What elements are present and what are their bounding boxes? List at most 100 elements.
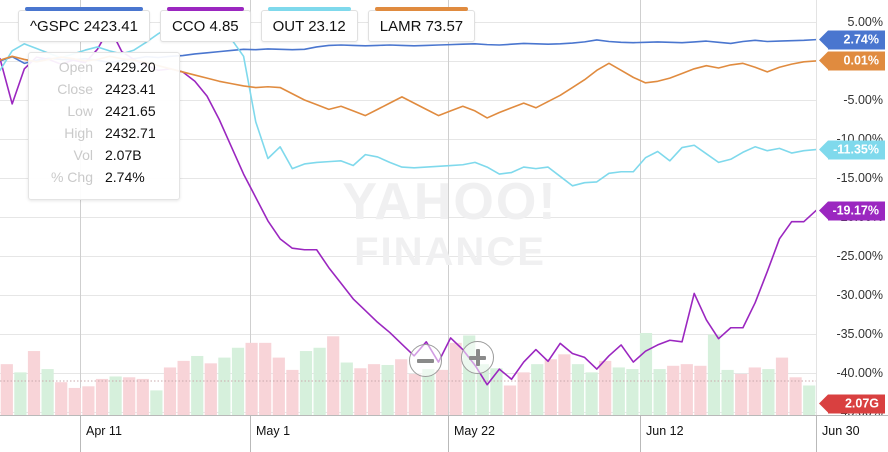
x-axis-tick-label: May 22 — [454, 424, 495, 438]
gridline-horizontal — [0, 373, 816, 374]
volume-bar — [218, 357, 231, 415]
legend-chip-cco[interactable]: CCO 4.85 — [159, 7, 251, 42]
chart-legend: ^GSPC 2423.41 CCO 4.85 OUT 23.12 LAMR 73… — [18, 7, 476, 42]
gridline-vertical — [80, 0, 81, 415]
volume-bar — [82, 386, 95, 415]
flag-body — [828, 140, 885, 160]
series-line-out — [0, 18, 816, 187]
volume-bar — [408, 374, 421, 415]
tooltip-row-open: Open 2429.20 — [39, 59, 169, 81]
volume-bar — [150, 390, 163, 415]
price-flag-gspc: 2.74% — [819, 30, 885, 50]
volume-bar — [259, 342, 272, 415]
volume-bar — [517, 372, 530, 415]
gridline-horizontal — [0, 61, 816, 62]
flag-label: -19.17% — [832, 203, 879, 218]
volume-bar — [109, 376, 122, 415]
volume-bar — [354, 368, 367, 415]
tooltip-row-high: High 2432.71 — [39, 125, 169, 147]
legend-chip-lamr[interactable]: LAMR 73.57 — [367, 7, 476, 42]
y-axis-tick-label: -5.00% — [843, 93, 883, 107]
tooltip-row-pctchg: % Chg 2.74% — [39, 169, 169, 191]
flag-label: -11.35% — [833, 142, 879, 157]
flag-body — [828, 51, 885, 71]
flag-body — [828, 201, 885, 221]
gridline-horizontal — [0, 256, 816, 257]
gridline-horizontal — [0, 139, 816, 140]
minus-icon — [417, 359, 434, 363]
price-flag-cco: -19.17% — [819, 201, 885, 221]
volume-bar — [599, 360, 612, 415]
volume-bar — [27, 351, 41, 415]
legend-chip-gspc[interactable]: ^GSPC 2423.41 — [18, 7, 150, 42]
volume-bar — [476, 364, 489, 415]
volume-bar — [789, 377, 802, 415]
price-flag-lamr: 0.01% — [819, 51, 885, 71]
volume-bar — [55, 382, 68, 415]
flag-pointer — [819, 140, 828, 159]
tooltip-value-pctchg: 2.74% — [105, 169, 145, 185]
volume-bar — [123, 377, 136, 415]
tooltip-row-vol: Vol 2.07B — [39, 147, 169, 169]
volume-bar — [14, 372, 27, 415]
volume-bar — [136, 378, 149, 415]
volume-bar — [626, 369, 639, 415]
gridline-vertical — [448, 0, 449, 415]
tooltip-key-high: High — [64, 125, 93, 141]
y-axis-tick-label: -25.00% — [836, 249, 883, 263]
legend-label-cco: CCO 4.85 — [171, 18, 239, 35]
flag-pointer — [819, 394, 828, 413]
zoom-in-button[interactable] — [461, 341, 494, 374]
x-axis-tick-label: Jun 30 — [822, 424, 860, 438]
x-axis-tick-label: May 1 — [256, 424, 291, 438]
price-flag-out: -11.35% — [819, 140, 885, 160]
legend-color-bar-out — [267, 7, 351, 11]
volume-bar — [667, 365, 680, 415]
volume-bar — [803, 385, 816, 415]
x-axis-tick-label: Jun 12 — [646, 424, 684, 438]
flag-pointer — [819, 51, 828, 70]
volume-bar — [544, 359, 557, 415]
volume-bar — [95, 378, 109, 415]
legend-color-bar-lamr — [374, 7, 469, 11]
x-axis-tick — [816, 416, 817, 452]
gridline-vertical — [640, 0, 641, 415]
y-axis-tick-label: 5.00% — [847, 15, 883, 29]
legend-label-out: OUT 23.12 — [272, 18, 346, 35]
volume-bar — [327, 336, 340, 415]
volume-bar — [531, 364, 544, 415]
volume-bar — [735, 374, 748, 415]
flag-body — [828, 394, 885, 414]
x-axis: Apr 11 May 1 May 22 Jun 12 Jun 30 — [0, 415, 888, 452]
flag-label: 0.01% — [843, 53, 879, 68]
volume-flag: 2.07G — [819, 394, 885, 414]
flag-body — [828, 30, 885, 50]
volume-bar — [694, 365, 707, 415]
volume-bar — [204, 363, 217, 415]
legend-chip-out[interactable]: OUT 23.12 — [260, 7, 358, 42]
volume-bar — [191, 355, 204, 415]
y-axis-tick-label: -35.00% — [836, 327, 883, 341]
flag-pointer — [819, 30, 828, 49]
chart-plot-area[interactable]: YAHOO! FINANCE — [0, 0, 816, 415]
plus-icon-vertical — [476, 349, 480, 366]
volume-bar — [163, 367, 177, 415]
zoom-out-button[interactable] — [409, 344, 442, 377]
tooltip-key-open: Open — [58, 59, 93, 75]
y-axis-tick-label: -30.00% — [836, 288, 883, 302]
gridline-horizontal — [0, 217, 816, 218]
gridline-horizontal — [0, 295, 816, 296]
volume-bar — [272, 357, 285, 415]
watermark-line-2: FINANCE — [354, 230, 546, 274]
flag-label: 2.07G — [844, 396, 879, 411]
x-axis-tick — [80, 416, 81, 452]
tooltip-key-pctchg: % Chg — [50, 169, 93, 185]
volume-bar — [490, 368, 503, 415]
volume-bar — [395, 359, 408, 415]
flag-label: 2.74% — [843, 32, 879, 47]
gridline-horizontal — [0, 178, 816, 179]
x-axis-tick — [448, 416, 449, 452]
y-axis-tick-label: -40.00% — [836, 366, 883, 380]
volume-bar — [340, 362, 353, 415]
